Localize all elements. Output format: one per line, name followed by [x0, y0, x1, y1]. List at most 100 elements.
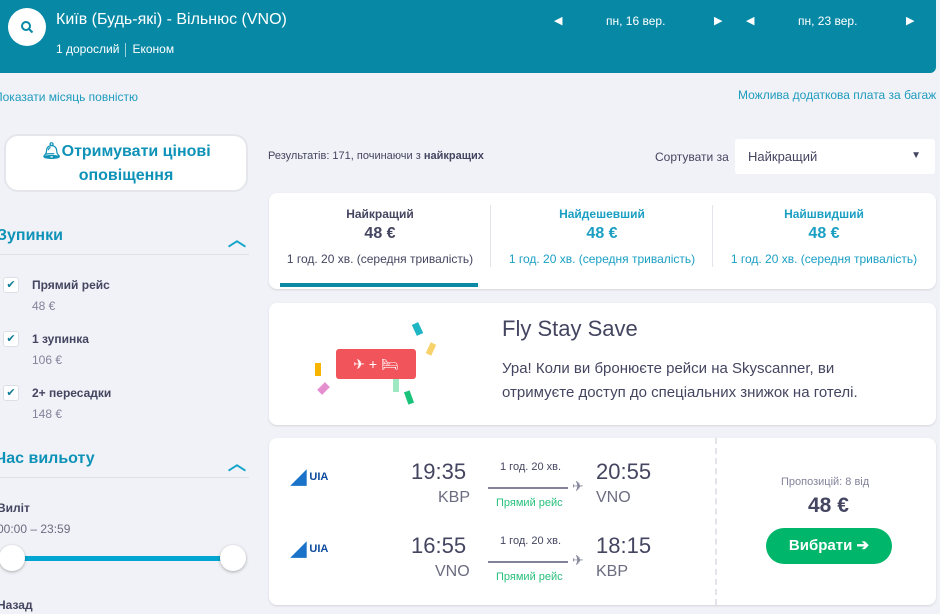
flight-plus-hotel-icon: ✈ + 🛏︎ [336, 349, 416, 379]
tab-cheapest[interactable]: Найдешевший 48 € 1 год. 20 хв. (середня тр… [491, 193, 713, 289]
depart-range: 00:00 – 23:59 [0, 522, 71, 536]
route-line [488, 487, 568, 489]
sort-tabs: Найкращий 48 € 1 год. 20 хв. (середня трив… [269, 193, 936, 289]
confetti [315, 363, 321, 376]
stop-option-price: 48 € [32, 299, 56, 313]
active-tab-indicator [280, 283, 478, 287]
search-header: Київ (Будь-які) - Вільнюс (VNO) 1 доросл… [0, 0, 936, 73]
baggage-fee-link[interactable]: Можлива додаткова плата за багаж [738, 88, 937, 102]
plane-icon: ✈ [572, 478, 584, 494]
arrival-time: 20:55 [596, 459, 652, 484]
search-icon [21, 21, 34, 34]
tab-price: 48 € [808, 225, 840, 242]
tab-duration: 1 год. 20 хв. (середня тривалість) [508, 252, 696, 266]
slider-handle-max[interactable] [220, 545, 246, 571]
airline-name: UIA [309, 470, 329, 483]
offers-count: Пропозицій: 8 від [781, 476, 870, 488]
route-line [488, 561, 568, 563]
search-button[interactable] [8, 8, 46, 46]
tab-duration: 1 год. 20 хв. (середня тривалість) [286, 252, 474, 266]
divider [0, 477, 249, 478]
checkbox-direct[interactable]: ✔ [3, 277, 19, 293]
stop-option-price: 106 € [32, 353, 63, 367]
prev-return-date-icon[interactable]: ◀ [746, 15, 755, 27]
prev-depart-date-icon[interactable]: ◀ [554, 15, 563, 27]
departure-time: 19:35 [411, 459, 467, 484]
chevron-down-icon: ▼ [911, 150, 921, 161]
confetti [411, 322, 424, 336]
departure-airport: VNO [435, 563, 470, 580]
checkbox-one-stop[interactable]: ✔ [3, 331, 19, 347]
ticket-divider [715, 438, 717, 605]
airline-logo: ◢ UIA [291, 536, 328, 561]
tab-price: 48 € [364, 225, 396, 242]
price-alert-button[interactable]: 🔔︎Отримувати цінові оповіщення [4, 134, 248, 192]
flight-price: 48 € [808, 494, 849, 517]
flight-result-card[interactable]: ◢ UIA 19:35 KBP 1 год. 20 хв. ✈ Прямий ре… [269, 438, 936, 605]
stops-filter-title[interactable]: Зупинки [0, 227, 63, 244]
travellers-summary[interactable]: 1 дорослий Економ [56, 42, 174, 57]
promo-text-line: отримуєте доступ до спеціальних знижок н… [502, 384, 858, 401]
sort-label: Сортувати за [655, 150, 729, 164]
show-month-link[interactable]: Показати місяць повністю [0, 90, 139, 104]
tab-title: Найкращий [346, 207, 414, 221]
results-summary: Результатів: 171, починаючи з найкращих [268, 150, 484, 162]
airline-logo: ◢ UIA [291, 464, 328, 489]
uia-tail-icon: ◢ [291, 466, 307, 488]
sort-select[interactable]: Найкращий ▼ [735, 139, 935, 174]
departure-airport: KBP [438, 489, 471, 506]
stop-option-label: 2+ пересадки [32, 386, 112, 400]
stop-option-label: Прямий рейс [32, 278, 110, 292]
tab-title: Найдешевший [559, 207, 645, 221]
select-button[interactable]: Вибрати ➔ [766, 528, 892, 564]
tab-best[interactable]: Найкращий 48 € 1 год. 20 хв. (середня трив… [269, 193, 491, 289]
confetti [403, 390, 415, 405]
confetti [393, 379, 399, 392]
depart-label: Виліт [0, 501, 30, 515]
divider [712, 205, 713, 267]
next-return-date-icon[interactable]: ▶ [906, 15, 915, 27]
next-depart-date-icon[interactable]: ▶ [714, 15, 723, 27]
departure-time-title[interactable]: Час вильоту [0, 450, 95, 467]
collapse-time-icon[interactable]: ︿ [228, 454, 246, 474]
cabin-class: Економ [132, 42, 175, 56]
plane-icon: ✈ [572, 552, 584, 568]
summary-bold: найкращих [423, 150, 484, 162]
confetti [425, 342, 437, 356]
flight-duration: 1 год. 20 хв. [500, 535, 562, 547]
airline-name: UIA [309, 542, 329, 555]
bell-icon: 🔔︎ [41, 143, 62, 160]
divider [0, 254, 249, 255]
divider [490, 205, 491, 267]
arrival-airport: KBP [596, 563, 629, 580]
return-date[interactable]: пн, 23 вер. [798, 14, 858, 28]
promo-banner[interactable]: ✈ + 🛏︎ Fly Stay Save Ура! Коли ви бронює… [269, 303, 936, 425]
arrival-airport: VNO [596, 489, 631, 506]
alert-label-2: оповіщення [78, 167, 174, 184]
flight-duration: 1 год. 20 хв. [500, 461, 562, 473]
tab-duration: 1 год. 20 хв. (середня тривалість) [730, 252, 918, 266]
departure-time: 16:55 [411, 533, 467, 558]
promo-text-line: Ура! Коли ви бронюєте рейси на Skyscanne… [502, 360, 835, 377]
depart-date[interactable]: пн, 16 вер. [606, 14, 666, 28]
arrival-time: 18:15 [596, 533, 652, 558]
promo-title: Fly Stay Save [502, 316, 638, 341]
slider-handle-min[interactable] [0, 545, 25, 571]
slider-track [12, 556, 232, 561]
stops-label: Прямий рейс [496, 571, 563, 583]
stops-label: Прямий рейс [496, 497, 563, 509]
collapse-stops-icon[interactable]: ︿ [228, 230, 246, 250]
confetti [317, 382, 330, 395]
alert-label: Отримувати цінові [61, 143, 211, 160]
route-title[interactable]: Київ (Будь-які) - Вільнюс (VNO) [56, 11, 287, 28]
summary-text: Результатів: 171, починаючи з [268, 150, 424, 162]
tab-title: Найшвидший [784, 207, 864, 221]
passengers: 1 дорослий [56, 42, 120, 56]
stop-option-label: 1 зупинка [32, 332, 89, 346]
sort-value: Найкращий [748, 149, 818, 164]
checkbox-two-plus[interactable]: ✔ [3, 385, 19, 401]
stop-option-price: 148 € [32, 407, 63, 421]
tab-fastest[interactable]: Найшвидший 48 € 1 год. 20 хв. (середня три… [713, 193, 935, 289]
promo-text: Ура! Коли ви бронюєте рейси на Skyscanne… [502, 357, 858, 405]
return-label: Назад [0, 598, 33, 612]
